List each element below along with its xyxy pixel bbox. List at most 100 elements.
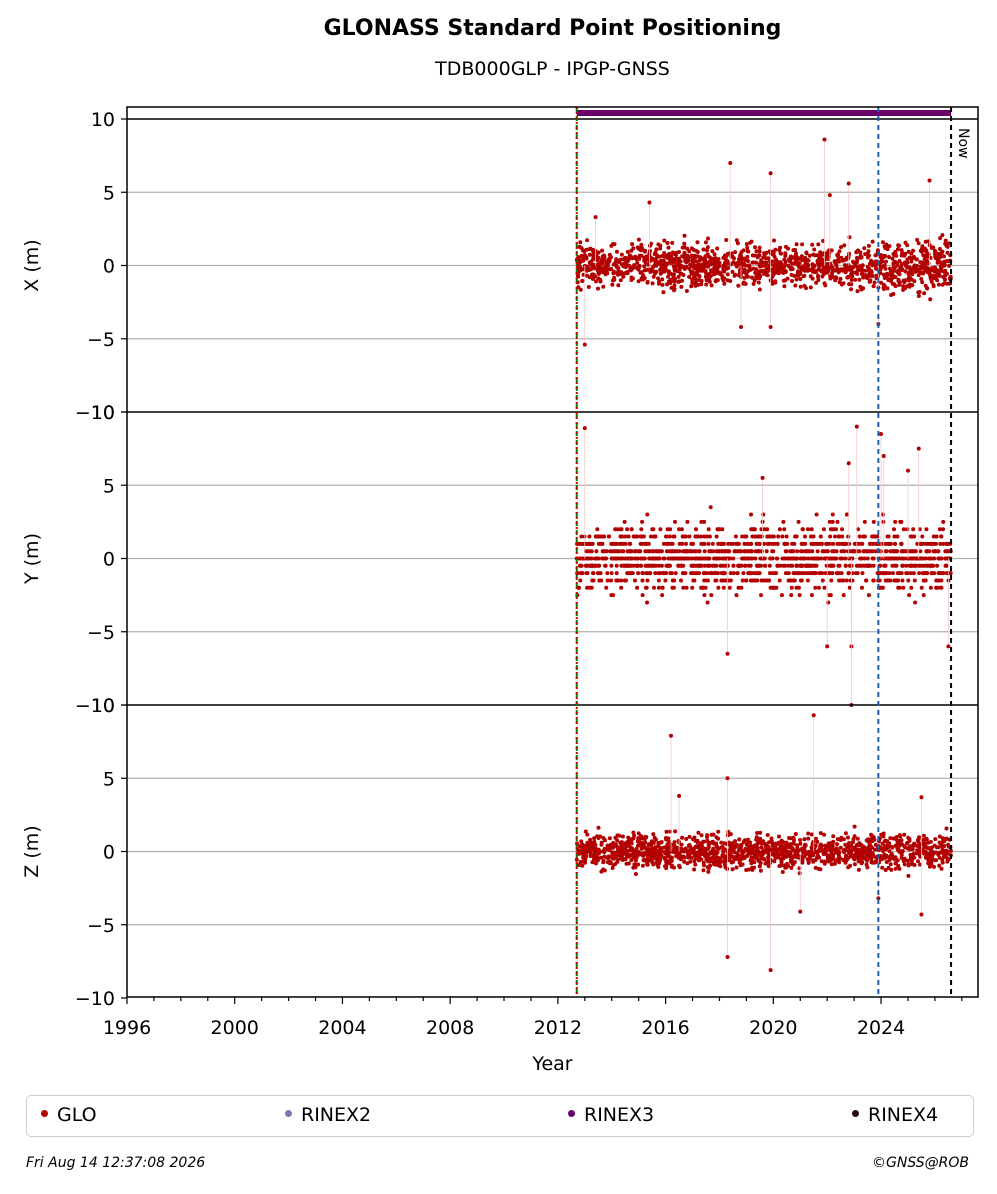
data-point bbox=[828, 593, 833, 598]
data-point bbox=[799, 267, 804, 272]
data-point bbox=[737, 273, 741, 278]
data-point bbox=[603, 563, 608, 568]
data-point bbox=[720, 556, 725, 561]
data-point bbox=[664, 534, 669, 539]
data-point bbox=[699, 519, 704, 524]
data-point bbox=[887, 844, 892, 849]
data-point bbox=[817, 849, 822, 853]
data-point bbox=[694, 527, 698, 532]
data-point bbox=[732, 549, 737, 554]
data-point bbox=[892, 282, 897, 287]
data-point bbox=[749, 857, 754, 862]
data-point bbox=[887, 849, 892, 854]
data-point bbox=[896, 271, 901, 276]
data-point bbox=[713, 265, 718, 270]
data-point bbox=[940, 857, 945, 862]
data-point bbox=[821, 264, 826, 269]
data-point bbox=[642, 858, 647, 863]
data-point bbox=[888, 836, 893, 841]
data-point bbox=[845, 275, 850, 280]
data-point bbox=[742, 549, 747, 554]
data-point bbox=[943, 238, 948, 243]
data-point bbox=[644, 563, 649, 568]
data-point bbox=[747, 549, 752, 554]
data-point bbox=[689, 563, 694, 568]
data-point bbox=[689, 855, 694, 860]
data-point bbox=[751, 527, 756, 532]
data-point bbox=[786, 263, 791, 268]
data-point bbox=[834, 846, 839, 851]
data-point bbox=[607, 534, 612, 539]
data-point bbox=[605, 271, 610, 276]
data-point bbox=[659, 840, 664, 845]
y-tick-label: 0 bbox=[103, 256, 115, 278]
y-tick-label: −5 bbox=[87, 329, 115, 351]
data-point bbox=[885, 286, 890, 291]
data-point bbox=[858, 563, 863, 568]
data-point bbox=[786, 842, 791, 847]
data-point bbox=[715, 844, 719, 849]
data-point bbox=[917, 842, 922, 847]
data-point bbox=[773, 271, 778, 275]
data-point bbox=[718, 541, 723, 546]
data-point bbox=[673, 549, 678, 554]
data-point bbox=[919, 585, 924, 590]
data-point bbox=[761, 839, 766, 844]
data-point bbox=[597, 264, 602, 269]
data-point bbox=[884, 860, 889, 864]
data-point bbox=[792, 273, 797, 278]
data-point bbox=[579, 563, 584, 568]
data-point bbox=[707, 534, 712, 539]
data-point bbox=[790, 549, 795, 554]
data-point bbox=[727, 549, 732, 554]
data-point bbox=[926, 252, 931, 257]
data-point bbox=[830, 842, 835, 847]
data-point bbox=[684, 260, 689, 265]
data-point bbox=[943, 241, 948, 246]
data-point bbox=[600, 541, 605, 546]
data-point bbox=[596, 276, 601, 281]
data-point bbox=[771, 534, 776, 539]
data-point bbox=[602, 868, 607, 873]
y-tick-label: −5 bbox=[87, 915, 115, 937]
data-point bbox=[685, 850, 690, 854]
data-point bbox=[931, 284, 936, 289]
legend-label-rinex3: RINEX3 bbox=[584, 1104, 655, 1126]
data-point bbox=[736, 563, 741, 568]
data-point bbox=[859, 842, 864, 847]
data-point bbox=[728, 854, 733, 859]
data-point bbox=[859, 287, 864, 292]
data-point bbox=[701, 268, 705, 273]
data-point bbox=[662, 238, 667, 243]
data-point bbox=[814, 512, 819, 517]
data-point bbox=[892, 527, 896, 532]
data-point bbox=[695, 269, 700, 274]
data-point bbox=[692, 867, 697, 872]
data-point bbox=[601, 284, 606, 289]
data-point bbox=[833, 534, 837, 539]
data-point bbox=[656, 578, 661, 583]
data-point bbox=[577, 585, 581, 590]
data-point bbox=[613, 527, 618, 532]
data-point bbox=[780, 534, 785, 539]
footer-timestamp: Fri Aug 14 12:37:08 2026 bbox=[26, 1155, 206, 1171]
data-point bbox=[765, 527, 770, 532]
data-point bbox=[822, 281, 827, 286]
data-point bbox=[925, 260, 930, 265]
data-point bbox=[617, 833, 622, 838]
data-point bbox=[795, 549, 800, 554]
data-point bbox=[906, 863, 911, 868]
data-point bbox=[871, 541, 876, 546]
data-point bbox=[657, 563, 661, 568]
data-point bbox=[844, 578, 849, 583]
outlier-point bbox=[881, 453, 886, 458]
data-point bbox=[838, 845, 843, 850]
data-point bbox=[692, 850, 697, 855]
data-point bbox=[855, 549, 860, 554]
data-point bbox=[880, 512, 885, 517]
data-point bbox=[940, 282, 945, 287]
data-point bbox=[816, 267, 821, 272]
data-point bbox=[913, 269, 918, 274]
data-point bbox=[888, 862, 893, 867]
data-point bbox=[670, 541, 675, 546]
